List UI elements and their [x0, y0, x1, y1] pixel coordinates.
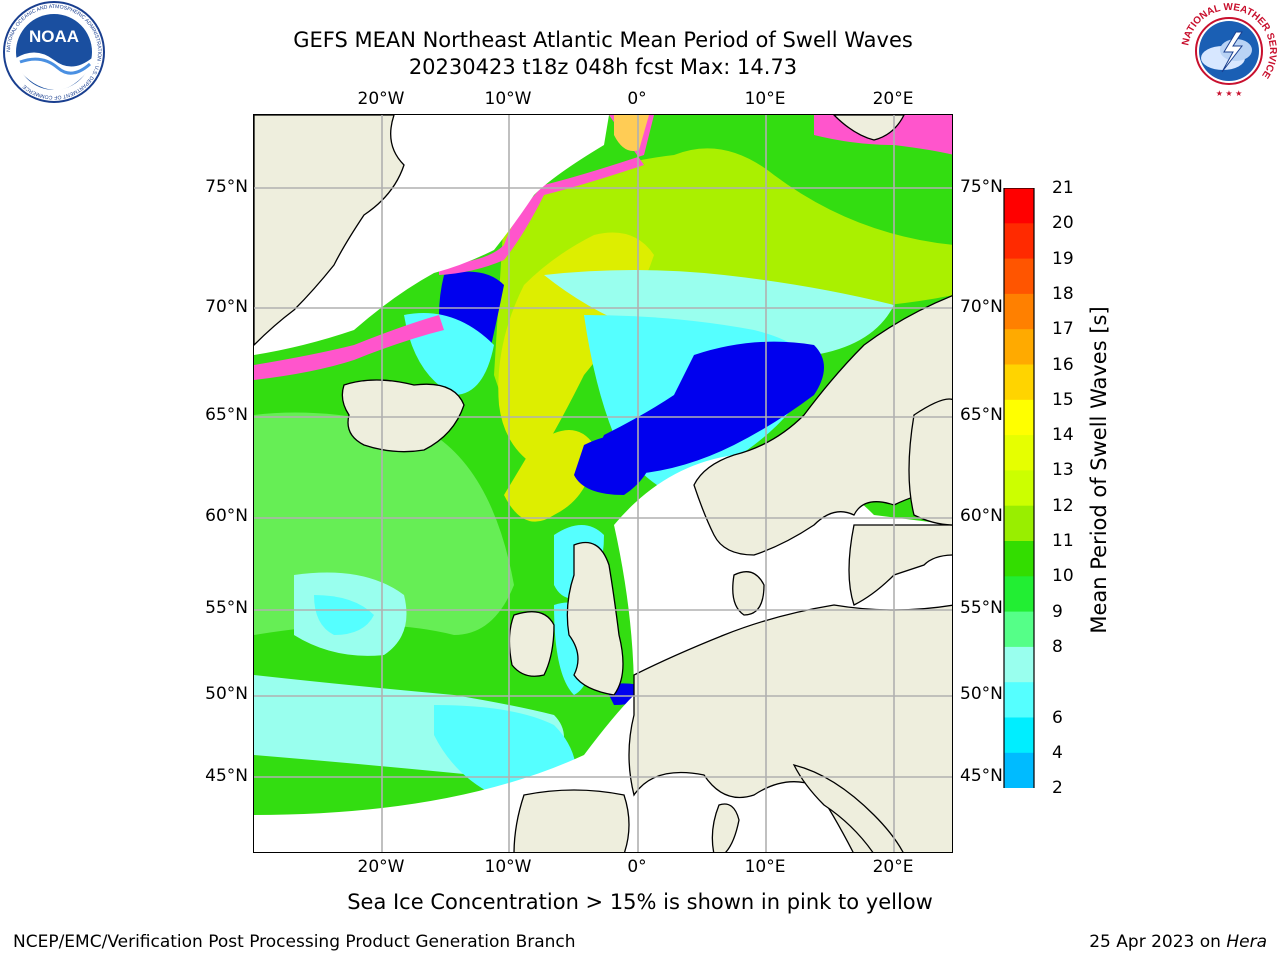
noaa-logo-text: NOAA — [29, 27, 79, 46]
colorbar-tick-label: 9 — [1052, 601, 1063, 622]
left-lat-tick: 45°N — [205, 766, 248, 786]
swell-yellow-zone — [504, 430, 594, 522]
colorbar-swatch — [1004, 576, 1034, 613]
greenland-land — [254, 115, 405, 346]
colorbar-swatch — [1004, 435, 1034, 471]
nws-logo: NATIONAL WEATHER SERVICE ★ ★ ★ — [1178, 0, 1280, 106]
colorbar-swatch — [1004, 752, 1034, 789]
colorbar-swatch — [1004, 646, 1034, 683]
bottom-lon-tick: 10°W — [484, 857, 532, 877]
bottom-lon-tick: 20°E — [872, 857, 914, 877]
colorbar-tick-label: 12 — [1052, 495, 1074, 516]
swell-yellow-green-zone — [494, 148, 952, 475]
corsica-sardinia-land — [711, 803, 740, 852]
footer-date-text: 25 Apr 2023 on — [1089, 932, 1221, 952]
scandinavia-land — [693, 295, 952, 556]
colorbar-svg — [1002, 187, 1036, 853]
left-lat-tick: 70°N — [205, 297, 248, 317]
iberia-land — [513, 789, 630, 852]
top-lon-tick: 0° — [627, 89, 647, 109]
colorbar — [1002, 187, 1047, 853]
colorbar-swatch — [1004, 505, 1034, 542]
top-lon-tick: 10°E — [744, 89, 786, 109]
colorbar-tick-label: 15 — [1052, 389, 1074, 410]
swell-blue-zone — [600, 341, 824, 475]
left-lat-tick: 75°N — [205, 177, 248, 197]
right-lat-tick: 70°N — [960, 297, 1003, 317]
sea-ice-footnote: Sea Ice Concentration > 15% is shown in … — [347, 890, 933, 914]
bottom-lon-tick: 0° — [627, 857, 647, 877]
footer-date: 25 Apr 2023 on Hera — [1089, 932, 1267, 952]
right-lat-tick: 75°N — [960, 177, 1003, 197]
left-lat-tick: 55°N — [205, 598, 248, 618]
svg-text:★ ★ ★: ★ ★ ★ — [1216, 89, 1243, 98]
finland-land — [908, 398, 952, 526]
chart-title: GEFS MEAN Northeast Atlantic Mean Period… — [293, 28, 913, 52]
bottom-lon-tick: 10°E — [744, 857, 786, 877]
colorbar-tick-label: 16 — [1052, 354, 1074, 375]
colorbar-tick-label: 8 — [1052, 636, 1063, 657]
right-lat-tick: 60°N — [960, 506, 1003, 526]
chart-subtitle: 20230423 t18z 048h fcst Max: 14.73 — [408, 55, 798, 79]
colorbar-swatch — [1004, 258, 1034, 295]
sweden-baltic-land — [848, 524, 952, 606]
colorbar-tick-label: 10 — [1052, 566, 1074, 587]
colorbar-swatch — [1004, 329, 1034, 365]
colorbar-swatch — [1004, 364, 1034, 401]
colorbar-tick-label: 18 — [1052, 283, 1074, 304]
top-lon-tick: 10°W — [484, 89, 532, 109]
bottom-lon-tick: 20°W — [357, 857, 405, 877]
colorbar-swatch — [1004, 188, 1034, 224]
right-lat-tick: 55°N — [960, 598, 1003, 618]
footer-host-text: Hera — [1226, 932, 1267, 952]
colorbar-swatch — [1004, 470, 1034, 507]
iceland-land — [341, 379, 465, 453]
top-lon-tick: 20°E — [872, 89, 914, 109]
land — [254, 115, 952, 852]
ireland-land — [508, 611, 555, 677]
sea-ice-edge — [254, 315, 444, 380]
left-lat-tick: 50°N — [205, 684, 248, 704]
great-britain-land — [566, 541, 624, 696]
top-lon-tick: 20°W — [357, 89, 405, 109]
map-svg — [254, 115, 952, 852]
denmark-land — [732, 571, 765, 616]
graticule — [254, 115, 952, 852]
colorbar-tick-label: 17 — [1052, 319, 1074, 340]
footer-credit: NCEP/EMC/Verification Post Processing Pr… — [13, 932, 576, 952]
colorbar-swatch — [1004, 399, 1034, 436]
swell-light-cyan-zone — [544, 270, 894, 358]
colorbar-swatch — [1004, 717, 1034, 754]
colorbar-tick-label: 19 — [1052, 248, 1074, 269]
colorbar-swatch — [1004, 223, 1034, 260]
colorbar-swatch — [1004, 611, 1034, 648]
colorbar-tick-label: 21 — [1052, 178, 1074, 198]
colorbar-tick-label: 11 — [1052, 531, 1074, 551]
colorbar-swatch — [1004, 541, 1034, 577]
colorbar-tick-label: 2 — [1052, 778, 1063, 799]
colorbar-tick-label: 6 — [1052, 707, 1063, 728]
right-lat-tick: 50°N — [960, 684, 1003, 704]
colorbar-swatch — [1004, 293, 1034, 330]
right-lat-tick: 45°N — [960, 766, 1003, 786]
noaa-logo: NOAA NATIONAL OCEANIC AND ATMOSPHERIC AD… — [2, 0, 106, 108]
left-lat-tick: 65°N — [205, 405, 248, 425]
sea-ice-yellow-edge — [614, 115, 649, 151]
swell-blue-zone — [574, 435, 654, 495]
map-panel — [253, 114, 953, 853]
colorbar-tick-label: 13 — [1052, 460, 1074, 481]
colorbar-tick-label: 4 — [1052, 742, 1063, 763]
colorbar-tick-label: 14 — [1052, 425, 1074, 446]
italy-land — [792, 764, 904, 852]
colorbar-tick-label: 20 — [1052, 213, 1074, 234]
swell-cyan-zone — [314, 595, 374, 635]
right-lat-tick: 65°N — [960, 405, 1003, 425]
colorbar-swatch — [1004, 682, 1034, 718]
left-lat-tick: 60°N — [205, 506, 248, 526]
svalbard-land — [833, 115, 905, 141]
